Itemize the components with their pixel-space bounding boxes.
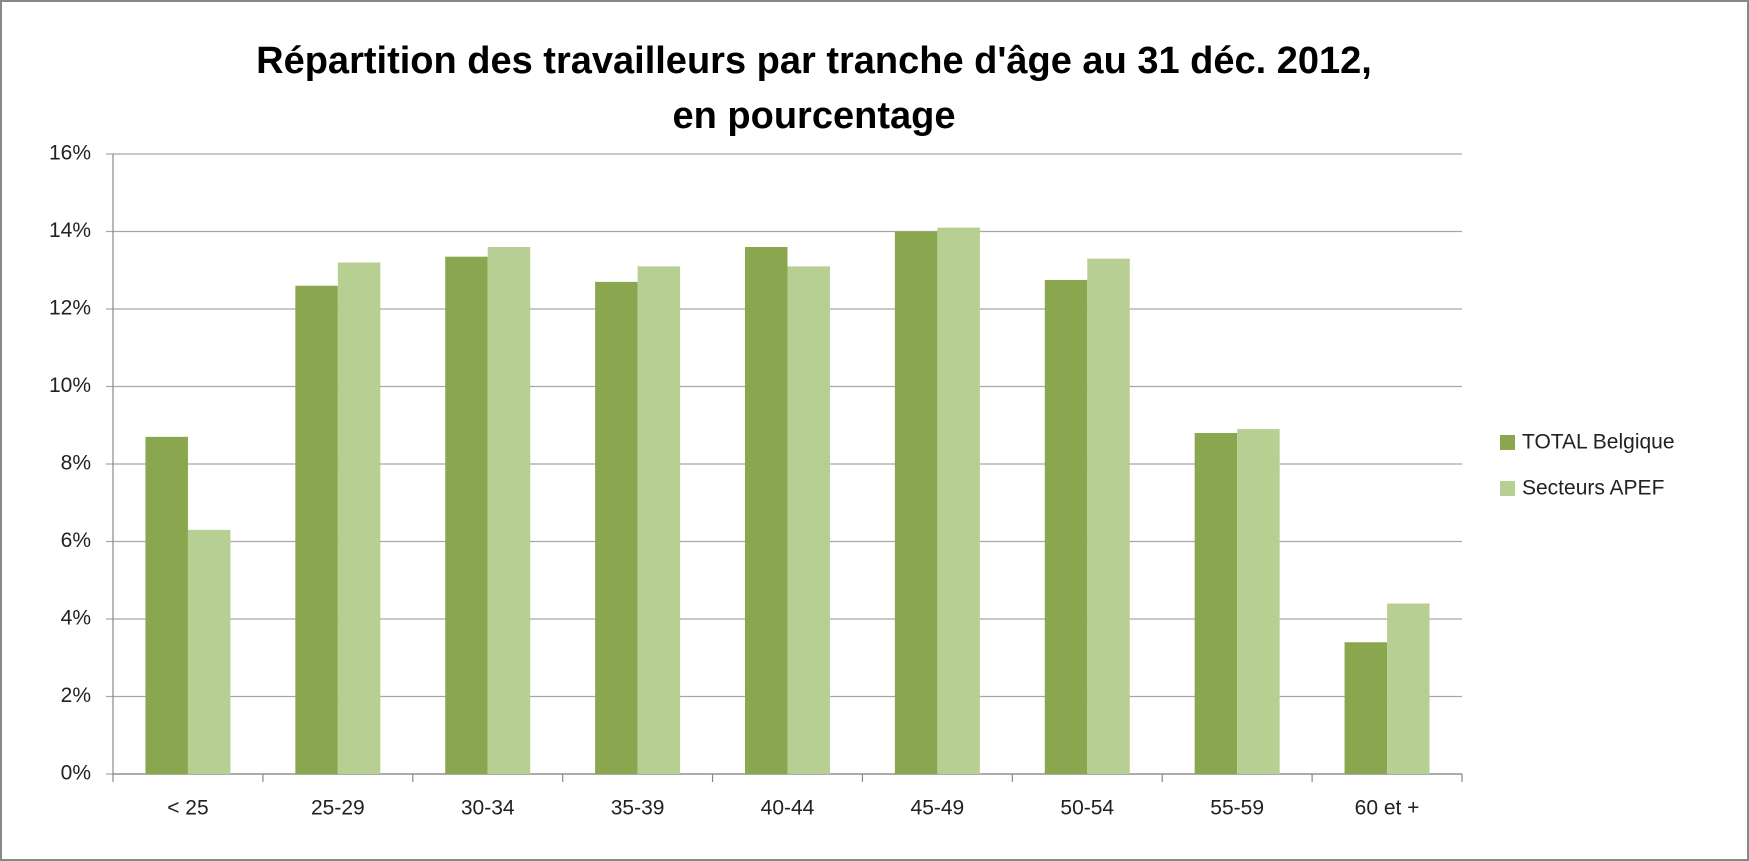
bar [1044, 279, 1088, 774]
bar [894, 231, 938, 774]
bar [1194, 433, 1238, 774]
y-tick-label: 4% [61, 607, 91, 630]
bar [745, 247, 788, 774]
x-tick-label: 40-44 [761, 797, 815, 820]
bar [187, 529, 231, 774]
bar [1387, 603, 1430, 774]
bar [1237, 429, 1280, 774]
y-tick-label: 6% [61, 529, 91, 552]
bar [1344, 642, 1388, 774]
bar [337, 262, 381, 774]
bar [1087, 258, 1130, 774]
x-tick-label: < 25 [167, 797, 208, 820]
y-tick-label: 12% [49, 297, 91, 320]
y-tick-label: 8% [61, 452, 91, 475]
x-tick-label: 60 et + [1355, 797, 1420, 820]
y-tick-label: 16% [49, 142, 91, 165]
y-tick-label: 2% [61, 684, 91, 707]
bar [787, 266, 830, 774]
legend-swatch [1500, 481, 1515, 496]
legend-label: TOTAL Belgique [1522, 431, 1675, 454]
bar [637, 266, 681, 774]
bar [595, 281, 638, 774]
bar [937, 227, 980, 774]
y-tick-label: 14% [49, 219, 91, 242]
x-tick-label: 35-39 [611, 797, 665, 820]
x-tick-label: 55-59 [1210, 797, 1264, 820]
bar [445, 256, 488, 774]
legend-label: Secteurs APEF [1522, 477, 1664, 500]
y-tick-label: 0% [61, 762, 91, 785]
bar [145, 436, 188, 774]
y-tick-label: 10% [49, 374, 91, 397]
bar [295, 285, 338, 774]
chart-title: en pourcentage [673, 95, 956, 137]
bar [487, 247, 531, 774]
chart-title: Répartition des travailleurs par tranche… [256, 40, 1372, 82]
legend-swatch [1500, 435, 1515, 450]
x-tick-label: 30-34 [461, 797, 515, 820]
x-tick-label: 50-54 [1060, 797, 1114, 820]
x-tick-label: 45-49 [911, 797, 965, 820]
x-tick-label: 25-29 [311, 797, 365, 820]
